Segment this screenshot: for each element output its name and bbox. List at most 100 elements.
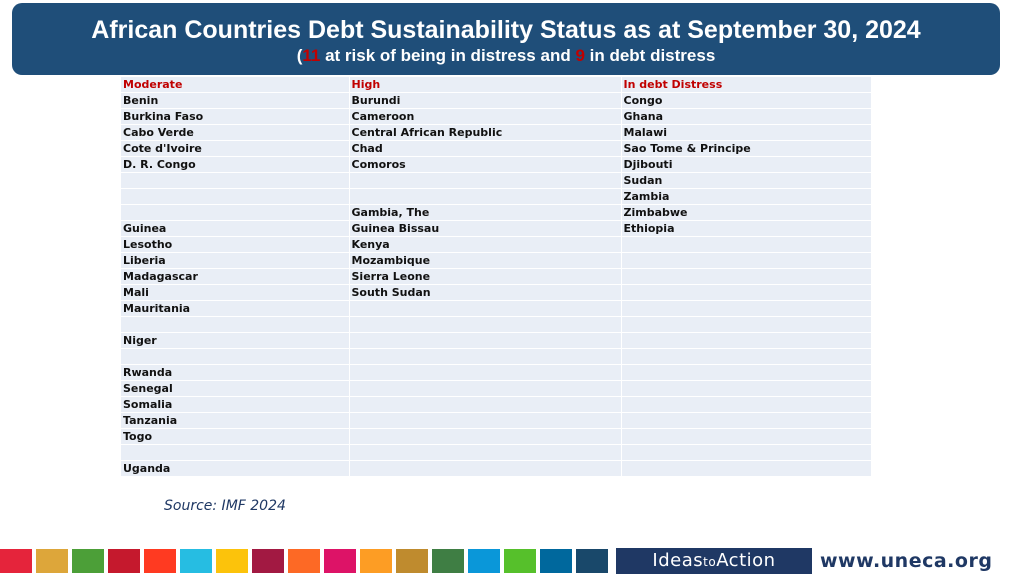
high-cell: Guinea Bissau [349,220,622,237]
sdg-color-square [216,549,248,573]
header-moderate: Moderate [121,77,350,93]
moderate-cell: Somalia [121,396,350,413]
high-cell [349,428,622,445]
moderate-cell: Liberia [121,252,350,269]
table-row: Sudan [121,172,872,189]
distress-cell [621,332,872,349]
high-cell: Comoros [349,156,622,173]
moderate-cell: Cabo Verde [121,124,350,141]
high-cell [349,380,622,397]
table-row: Tanzania [121,412,872,429]
table-row: Guinea Guinea Bissau Ethiopia [121,220,872,237]
distress-cell [621,316,872,333]
moderate-cell: Senegal [121,380,350,397]
table-row: Cote d'Ivoire Chad Sao Tome & Principe [121,140,872,157]
sdg-color-square [108,549,140,573]
distress-cell [621,236,872,253]
moderate-cell: Tanzania [121,412,350,429]
high-cell [349,300,622,317]
brand-action: Action [716,550,776,571]
moderate-cell [121,188,350,205]
moderate-cell: Benin [121,92,350,109]
table-row: Gambia, The Zimbabwe [121,204,872,221]
brand-to: to [703,555,717,569]
source-note: Source: IMF 2024 [164,498,286,514]
sdg-color-square [36,549,68,573]
distress-cell: Sao Tome & Principe [621,140,872,157]
table-row: Senegal [121,380,872,397]
high-cell: Mozambique [349,252,622,269]
distress-cell [621,300,872,317]
moderate-cell [121,348,350,365]
table-row: Rwanda [121,364,872,381]
distress-cell: Sudan [621,172,872,189]
sdg-color-square [324,549,356,573]
table-body: Benin Burundi Congo Burkina Faso Cameroon Gha… [121,92,872,477]
distress-cell [621,268,872,285]
page-subtitle: (11 at risk of being in distress and 9 i… [12,45,1000,67]
moderate-cell [121,444,350,461]
table-row: Cabo Verde Central African Republic Malawi [121,124,872,141]
debt-status-table: Moderate High In debt Distress Benin Buru… [121,77,872,477]
high-cell [349,396,622,413]
high-cell [349,332,622,349]
moderate-cell: Guinea [121,220,350,237]
high-cell: Burundi [349,92,622,109]
distress-cell [621,444,872,461]
high-cell [349,364,622,381]
table-row: Mauritania [121,300,872,317]
distress-cell [621,428,872,445]
moderate-cell: Niger [121,332,350,349]
high-cell [349,316,622,333]
sdg-color-square [180,549,212,573]
moderate-cell: Rwanda [121,364,350,381]
ideas-to-action-logo: IdeastoAction [616,548,812,574]
sdg-color-square [576,549,608,573]
table-row: Burkina Faso Cameroon Ghana [121,108,872,125]
table-header-row: Moderate High In debt Distress [121,77,872,93]
high-cell [349,460,622,477]
header-high: High [349,77,622,93]
high-cell: Sierra Leone [349,268,622,285]
high-cell [349,348,622,365]
distress-cell: Congo [621,92,872,109]
moderate-cell: Uganda [121,460,350,477]
sdg-color-square [144,549,176,573]
table-row: Lesotho Kenya [121,236,872,253]
table-row: Mali South Sudan [121,284,872,301]
table-row: D. R. Congo Comoros Djibouti [121,156,872,173]
sdg-color-square [396,549,428,573]
distress-cell: Ghana [621,108,872,125]
moderate-cell [121,172,350,189]
sdg-color-square [72,549,104,573]
distress-cell: Djibouti [621,156,872,173]
table-row [121,444,872,461]
high-cell [349,172,622,189]
sdg-color-square [432,549,464,573]
high-cell [349,188,622,205]
table-row: Liberia Mozambique [121,252,872,269]
moderate-cell [121,316,350,333]
distress-cell [621,364,872,381]
sdg-color-square [540,549,572,573]
distress-count: 9 [575,46,585,65]
distress-cell [621,252,872,269]
distress-cell [621,460,872,477]
high-cell: Kenya [349,236,622,253]
brand-ideas: Ideas [652,550,704,571]
header-in-debt-distress: In debt Distress [621,77,872,93]
table-row [121,348,872,365]
distress-cell [621,412,872,429]
sdg-color-square [0,549,32,573]
distress-cell [621,380,872,397]
moderate-cell: Burkina Faso [121,108,350,125]
subtitle-mid: at risk of being in distress and [320,46,576,65]
moderate-cell: Mauritania [121,300,350,317]
high-cell [349,444,622,461]
subtitle-open: ( [296,46,303,65]
table-row: Zambia [121,188,872,205]
high-cell [349,412,622,429]
table-row: Benin Burundi Congo [121,92,872,109]
table-row: Somalia [121,396,872,413]
at-risk-count: 11 [302,46,321,65]
